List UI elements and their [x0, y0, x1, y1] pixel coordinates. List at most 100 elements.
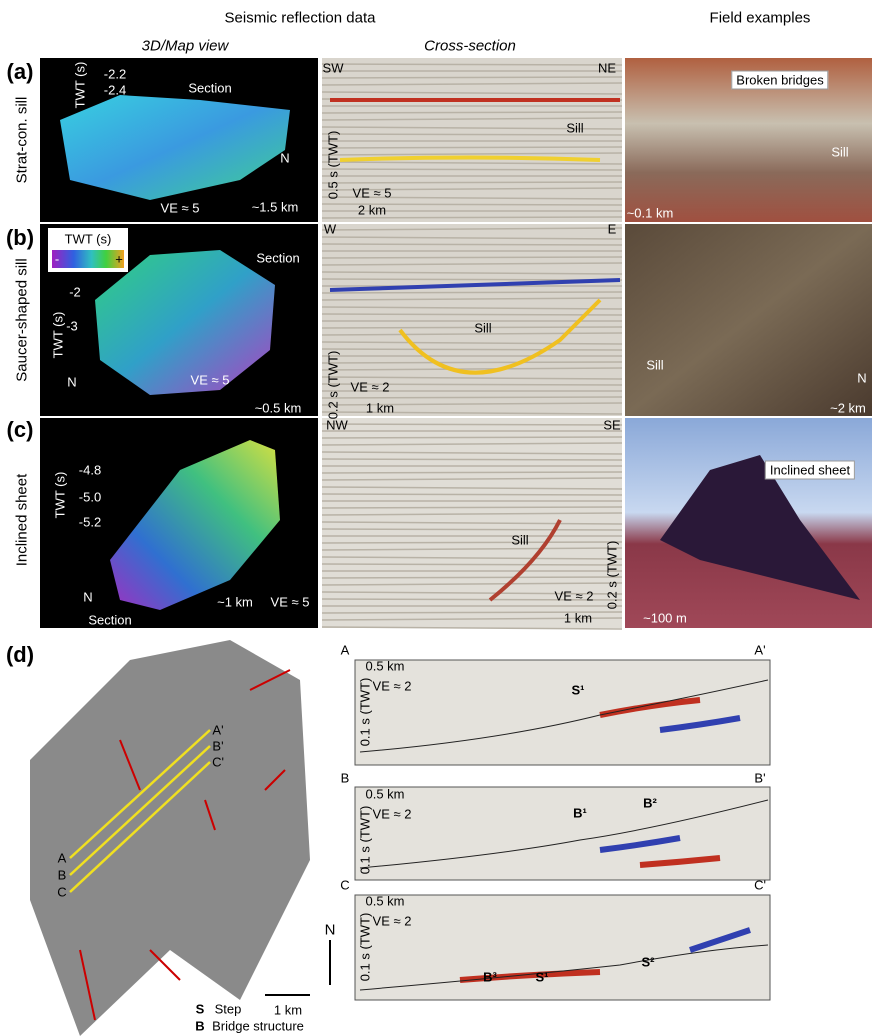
- seismic-trace: [322, 542, 622, 543]
- item-title: Inclined sheet: [15, 474, 30, 567]
- map-item: -4.8: [79, 464, 101, 477]
- section-item: VE ≈ 5: [353, 187, 392, 200]
- seismic-trace: [322, 472, 622, 473]
- item-scale: 0.5 km: [365, 895, 404, 908]
- field-item: ~2 km: [830, 402, 866, 415]
- header-mapview: 3D/Map view: [142, 39, 229, 54]
- section-item: 1 km: [564, 612, 592, 625]
- map-panel: [30, 640, 310, 1036]
- marks-item: B¹: [573, 807, 587, 820]
- map-item: 1 km: [274, 1004, 302, 1017]
- field-photo: [625, 224, 872, 416]
- map-item: VE ≈ 5: [271, 596, 310, 609]
- field-item: Inclined sheet: [765, 461, 855, 480]
- item-symbol: B: [195, 1020, 204, 1033]
- item-text: Bridge structure: [212, 1020, 304, 1033]
- marks-item: B³: [483, 971, 497, 984]
- item-ve: VE ≈ 2: [373, 915, 412, 928]
- section-item: E: [608, 223, 617, 236]
- header-crosssection: Cross-section: [424, 39, 516, 54]
- section-item: VE ≈ 2: [351, 381, 390, 394]
- map-item: A: [58, 852, 67, 865]
- item-label: (a): [7, 61, 34, 83]
- seismic-trace: [322, 292, 622, 293]
- paneld-label: (d): [6, 644, 34, 666]
- header-seismic: Seismic reflection data: [225, 11, 376, 26]
- figure: (() => { const data = JSON.parse(documen…: [0, 0, 872, 1036]
- section-panel: [355, 660, 770, 765]
- seismic-trace: [322, 494, 622, 495]
- map-item: C: [57, 886, 66, 899]
- seismic-trace: [322, 529, 622, 530]
- map-item: TWT (s): [54, 472, 67, 519]
- seismic-trace: [322, 459, 622, 460]
- item-start: B: [341, 772, 350, 785]
- section-item: 0.5 s (TWT): [327, 131, 340, 200]
- section-panel: [355, 895, 770, 1000]
- item-end: A': [754, 644, 765, 657]
- seismic-trace: [322, 77, 622, 78]
- marks-item: S¹: [536, 971, 549, 984]
- map-item: ~1.5 km: [252, 201, 299, 214]
- map-item: -5.2: [79, 516, 101, 529]
- seismic-trace: [322, 424, 622, 425]
- item-text: Step: [215, 1003, 242, 1016]
- map-item: N: [67, 376, 76, 389]
- item-start: C: [340, 879, 349, 892]
- seismic-trace: [322, 327, 622, 328]
- item-title: Strat-con. sill: [15, 97, 30, 184]
- item-time: 0.1 s (TWT): [359, 913, 372, 982]
- section-item: NW: [326, 419, 348, 432]
- colorbar: [52, 250, 124, 268]
- seismic-trace: [322, 244, 622, 245]
- item-scale: 0.5 km: [365, 660, 404, 673]
- section-item: SE: [603, 419, 620, 432]
- item-label: (c): [7, 419, 34, 441]
- item-time: 0.1 s (TWT): [359, 806, 372, 875]
- seismic-trace: [322, 257, 622, 258]
- item-title: Saucer-shaped sill: [15, 258, 30, 381]
- map-item: N: [83, 591, 92, 604]
- item-ve: VE ≈ 2: [373, 808, 412, 821]
- section-item: Sill: [511, 534, 528, 547]
- section-item: VE ≈ 2: [555, 590, 594, 603]
- seismic-trace: [322, 349, 622, 350]
- map-item: Section: [256, 252, 299, 265]
- map-item: Section: [188, 82, 231, 95]
- map-item: -3: [66, 320, 78, 333]
- field-item: ~0.1 km: [627, 207, 674, 220]
- field-item: Sill: [646, 359, 663, 372]
- page: Sill figure {"header": {"seismic": "Seis…: [0, 0, 872, 1036]
- section-item: 0.2 s (TWT): [606, 541, 619, 610]
- map-item: -5.0: [79, 491, 101, 504]
- seismic-trace: [322, 147, 622, 148]
- field-item: Broken bridges: [731, 71, 828, 90]
- section-item: SW: [323, 62, 344, 75]
- item-end: C': [754, 879, 766, 892]
- section-panel: [355, 787, 770, 880]
- seismic-trace: [322, 437, 622, 438]
- seismic-trace: [322, 577, 622, 578]
- map-item: C': [212, 756, 224, 769]
- seismic-trace: [322, 314, 622, 315]
- seismic-trace: [322, 564, 622, 565]
- map-item: ~1 km: [217, 596, 253, 609]
- map-item: B': [212, 740, 223, 753]
- item-start: A: [341, 644, 350, 657]
- map-item: VE ≈ 5: [191, 374, 230, 387]
- map-item: TWT (s): [52, 312, 65, 359]
- marks-item: B²: [643, 797, 657, 810]
- map-item: Section: [88, 614, 131, 627]
- map-item: VE ≈ 5: [161, 202, 200, 215]
- marks-item: S¹: [572, 684, 585, 697]
- seismic-trace: [322, 362, 622, 363]
- marks-item: S²: [642, 956, 655, 969]
- legend-title: TWT (s): [65, 233, 112, 246]
- seismic-trace: [322, 112, 622, 113]
- section-item: 2 km: [358, 204, 386, 217]
- map-item: ~0.5 km: [255, 402, 302, 415]
- map-item: N: [325, 923, 336, 938]
- section-item: Sill: [474, 322, 491, 335]
- item-time: 0.1 s (TWT): [359, 678, 372, 747]
- section-item: NE: [598, 62, 616, 75]
